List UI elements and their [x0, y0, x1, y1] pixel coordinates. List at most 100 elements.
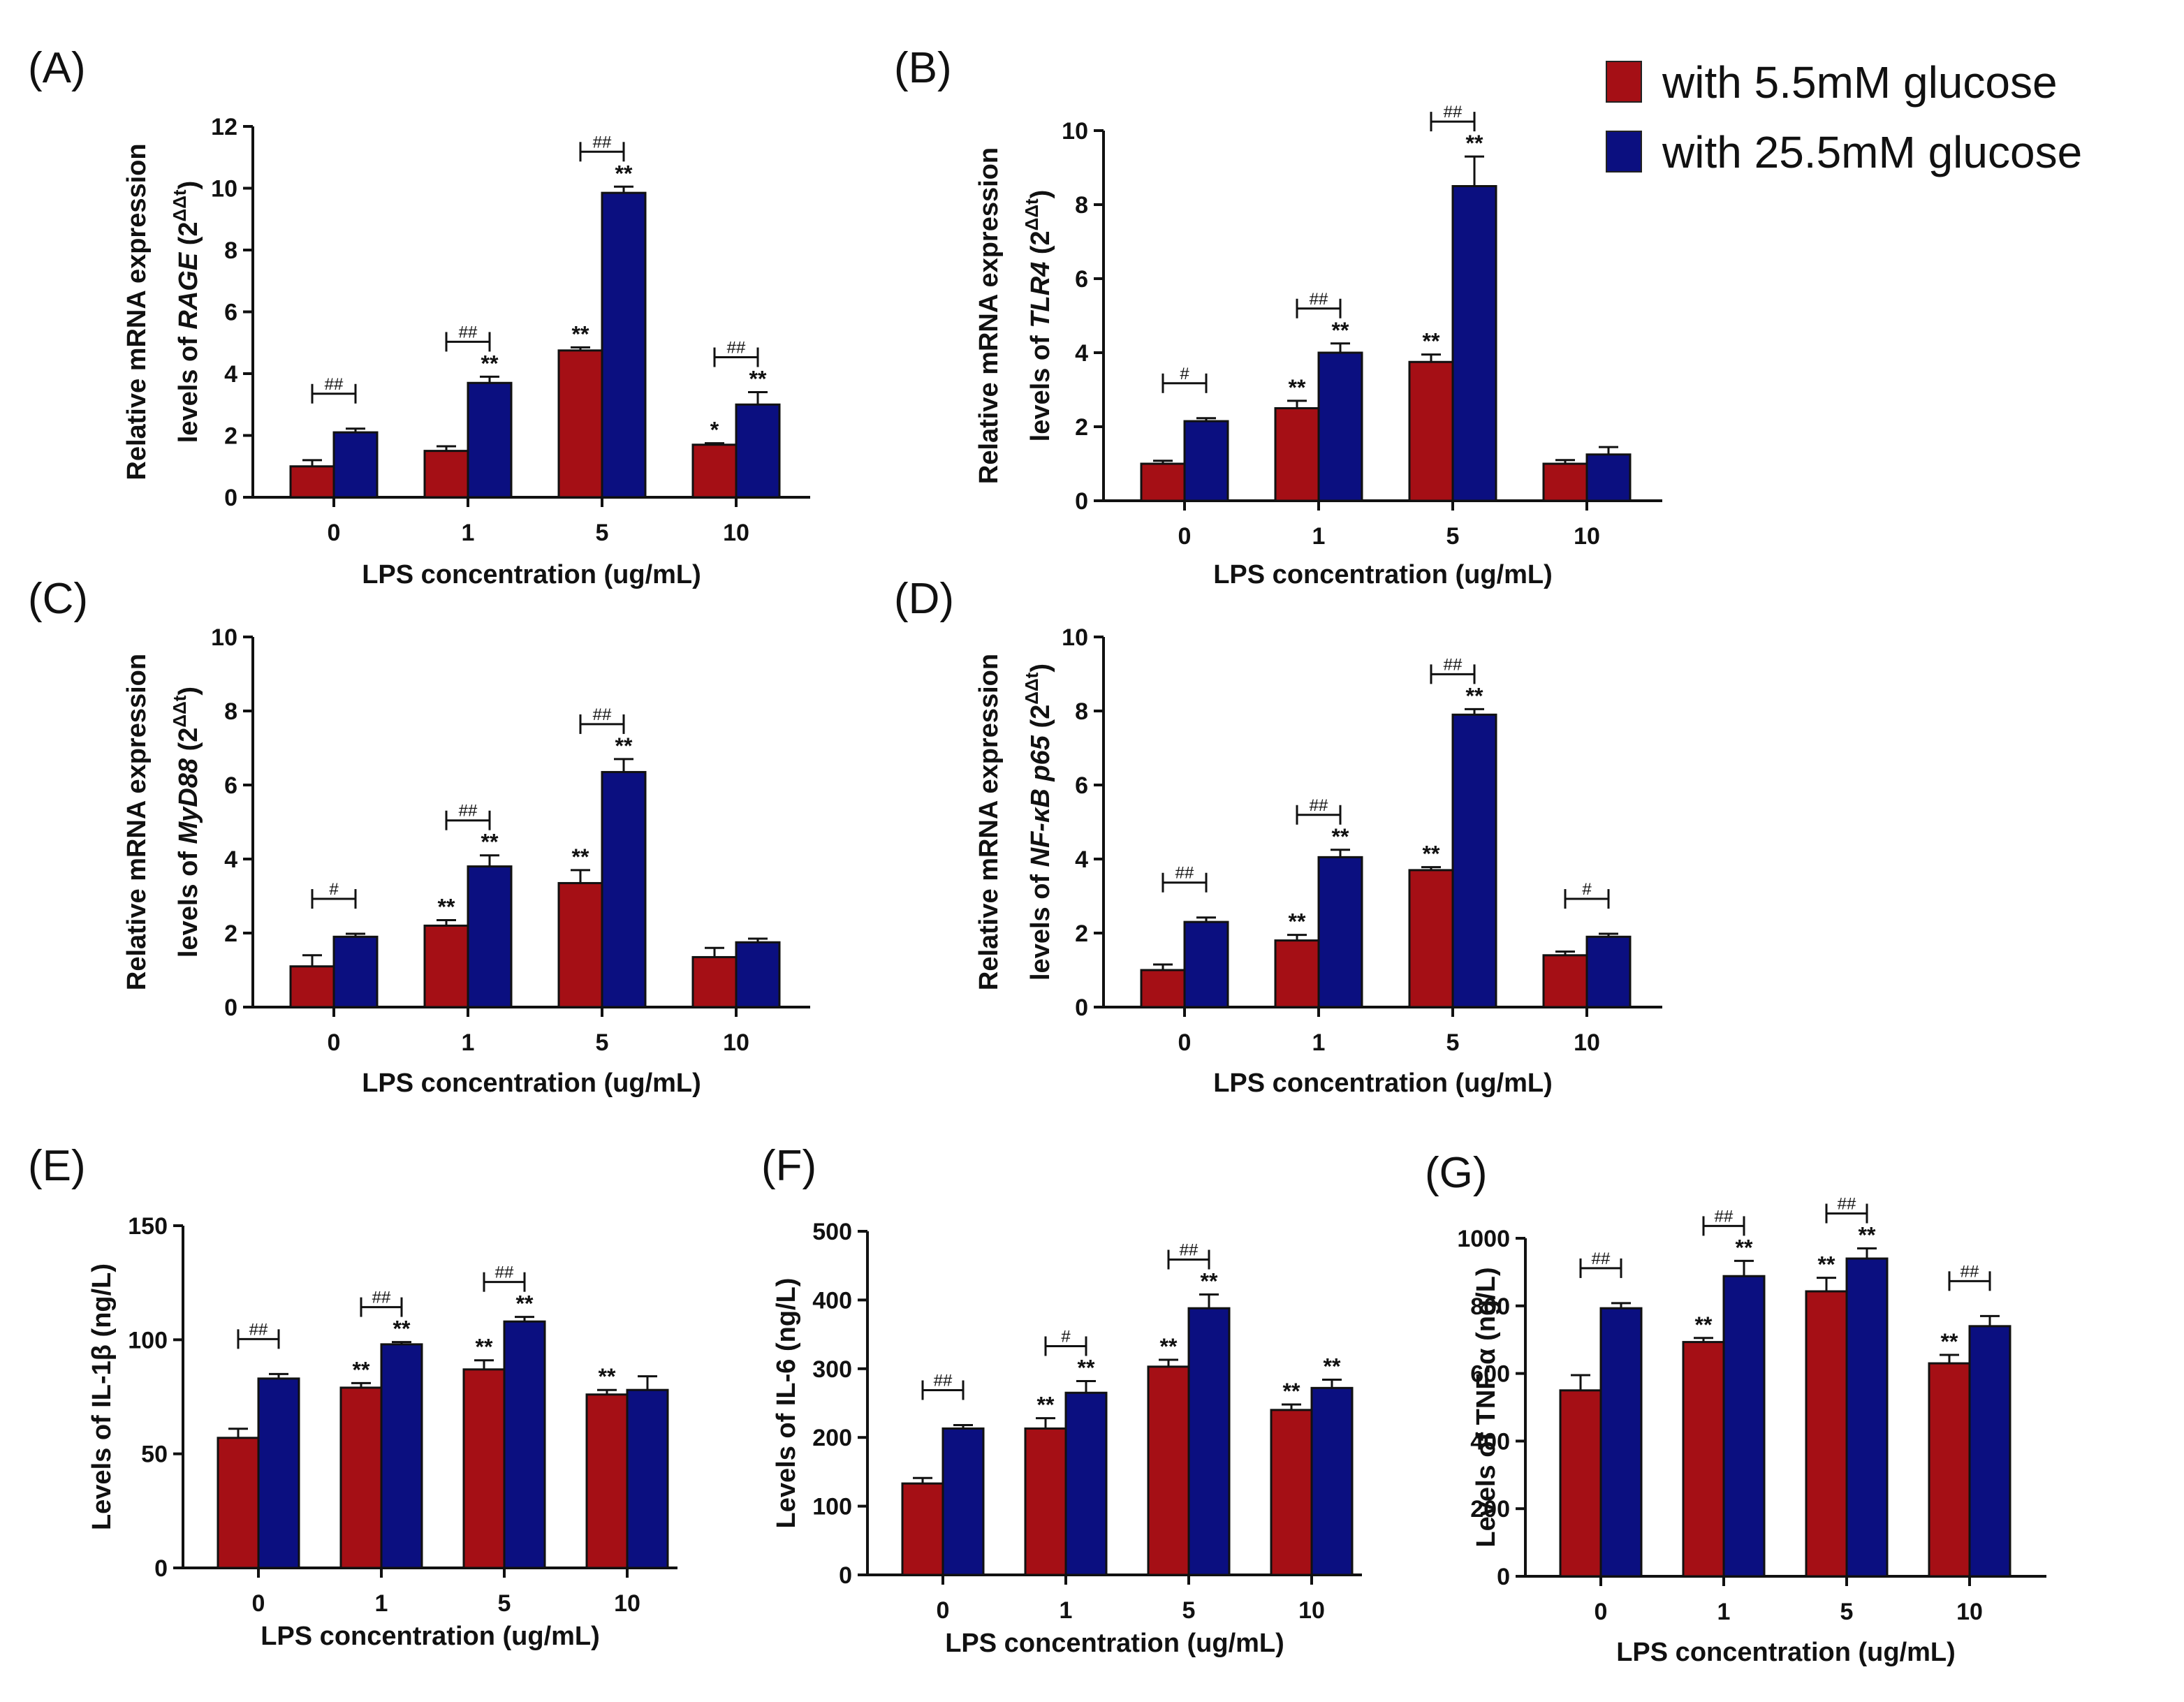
panel-c-bar-low-5 — [557, 881, 603, 1008]
panel-g-label: (G) — [1425, 1149, 1488, 1197]
panel-c-x-tick-label: 1 — [462, 1029, 475, 1056]
panel-c-bar-low-1 — [423, 924, 469, 1008]
panel-e-bar-high-1 — [380, 1343, 423, 1569]
panel-c-y-tick-label: 0 — [224, 995, 237, 1021]
panel-g-bar-high-10 — [1968, 1325, 2011, 1578]
panel-b-bracket-hash: ## — [1310, 290, 1328, 309]
panel-b-significance-stars: ** — [1332, 318, 1349, 343]
panel-a-bar-high-1 — [467, 381, 513, 499]
panel-d-bar-high-10 — [1585, 935, 1632, 1008]
panel-a-significance-stars: ** — [749, 367, 767, 392]
panel-d-bar-low-0 — [1140, 969, 1186, 1008]
panel-d-bar-low-10 — [1542, 954, 1588, 1008]
panel-c-y-title-part: MyD88 — [174, 758, 203, 844]
panel-e-bar-low-5 — [462, 1368, 506, 1569]
panel-g-significance-stars: ** — [1736, 1235, 1753, 1260]
panel-a-y-tick-label: 8 — [224, 237, 237, 264]
panel-f-bar-high-1 — [1064, 1391, 1108, 1576]
panel-b-y-tick-label: 10 — [1062, 118, 1088, 145]
panel-d-y-tick-label: 4 — [1075, 846, 1088, 873]
panel-b-y-title-part: ) — [1026, 190, 1055, 199]
panel-f-bar-high-10 — [1310, 1386, 1354, 1576]
panel-f-bar-high-0 — [941, 1427, 985, 1576]
panel-f-y-tick-label: 0 — [839, 1562, 852, 1589]
panel-f-y-axis-title: Levels of IL-6 (ng/L) — [772, 1278, 801, 1529]
panel-c-significance-stars: ** — [481, 830, 499, 855]
panel-b-bar-high-1 — [1317, 351, 1363, 502]
panel-c-bracket-hash: ## — [459, 802, 478, 821]
panel-b-y-title-part: (2 — [1026, 230, 1055, 261]
panel-b-x-tick-label: 10 — [1574, 523, 1600, 550]
panel-b-bar-low-5 — [1408, 360, 1454, 502]
panel-f-bar-high-5 — [1187, 1307, 1231, 1576]
panel-e-significance-stars: ** — [393, 1316, 411, 1342]
panel-a-x-tick-label: 10 — [723, 520, 749, 546]
panel-c-y-axis-title-line2: levels of MyD88 (2ΔΔt) — [169, 687, 203, 958]
panel-e-x-tick-label: 1 — [375, 1590, 388, 1617]
panel-a-significance-stars: ** — [572, 321, 589, 346]
panel-a-bracket-hash: ## — [727, 339, 746, 358]
panel-d-bracket-hash: ## — [1444, 655, 1463, 674]
panel-b-bar-high-5 — [1451, 185, 1497, 502]
legend-swatch-high-glucose — [1606, 131, 1642, 173]
panel-c-y-title-part: ) — [174, 687, 203, 696]
panel-b-bar-high-10 — [1585, 453, 1632, 502]
panel-b-bar-low-10 — [1542, 462, 1588, 502]
panel-d-y-title-part: levels of — [1026, 867, 1055, 981]
panel-d-y-tick-label: 0 — [1075, 995, 1088, 1021]
panel-e-x-axis-title: LPS concentration (ug/mL) — [261, 1622, 600, 1651]
panel-c-x-tick-label: 5 — [596, 1029, 609, 1056]
panel-f-significance-stars: ** — [1160, 1334, 1178, 1359]
panel-e-bar-high-10 — [626, 1388, 669, 1569]
panel-a-y-title-part: RAGE — [174, 251, 203, 329]
panel-c-y-title-part: (2 — [174, 728, 203, 758]
panel-g-significance-stars: ** — [1818, 1252, 1835, 1277]
panel-d-y-title-part: ) — [1026, 663, 1055, 673]
panel-d-y-tick-label: 8 — [1075, 698, 1088, 725]
panel-g-bracket-hash: ## — [1715, 1207, 1734, 1226]
panel-g-y-tick-label: 1000 — [1457, 1226, 1510, 1252]
legend-label-high-glucose: with 25.5mM glucose — [1662, 127, 2082, 177]
panel-a-bar-high-5 — [601, 191, 647, 499]
panel-b-significance-stars: ** — [1466, 131, 1483, 156]
panel-g-bar-high-1 — [1722, 1275, 1766, 1578]
panel-e-bracket-hash: ## — [495, 1263, 514, 1282]
panel-c-y-title-part: levels of — [174, 844, 203, 958]
panel-b-bar-low-1 — [1274, 407, 1320, 502]
panel-e-significance-stars: ** — [516, 1291, 534, 1316]
panel-a-bar-low-5 — [557, 349, 603, 499]
panel-d-x-tick-label: 0 — [1178, 1029, 1192, 1056]
panel-a-y-title-part: (2 — [174, 221, 203, 252]
panel-d-y-tick-label: 6 — [1075, 772, 1088, 799]
panel-f-y-tick-label: 300 — [812, 1356, 852, 1383]
panel-d-bar-low-1 — [1274, 939, 1320, 1008]
panel-g-bar-low-10 — [1928, 1362, 1971, 1578]
panel-b-y-title-part: levels of — [1026, 328, 1055, 442]
panel-f-significance-stars: ** — [1283, 1379, 1300, 1404]
panel-e-bracket-hash: ## — [249, 1320, 268, 1339]
panel-f-bracket-hash: ## — [1180, 1241, 1199, 1260]
panel-d-bar-high-0 — [1183, 920, 1229, 1008]
panel-c-bracket-hash: # — [329, 880, 339, 899]
panel-b-y-tick-label: 4 — [1075, 340, 1088, 367]
panel-e-y-axis-title: Levels of IL-1β (ng/L) — [87, 1263, 117, 1530]
panel-c-significance-stars: ** — [572, 844, 589, 870]
panel-a-bar-high-10 — [735, 403, 781, 499]
panel-d-y-title-part: ΔΔt — [1021, 672, 1042, 704]
panel-g-y-tick-label: 600 — [1470, 1361, 1510, 1388]
panel-d-y-axis-title-line1: Relative mRNA expression — [974, 654, 1004, 990]
panel-g-bracket-hash: ## — [1838, 1195, 1856, 1214]
panel-a-y-tick-label: 12 — [211, 114, 237, 140]
panel-f-bar-low-0 — [901, 1482, 944, 1576]
panel-e-x-tick-label: 5 — [498, 1590, 511, 1617]
panel-a-label: (A) — [28, 44, 86, 92]
panel-f-significance-stars: ** — [1324, 1354, 1341, 1379]
panel-f-y-tick-label: 400 — [812, 1287, 852, 1314]
panel-c-x-tick-label: 10 — [723, 1029, 749, 1056]
panel-b-bracket-hash: ## — [1444, 103, 1463, 122]
